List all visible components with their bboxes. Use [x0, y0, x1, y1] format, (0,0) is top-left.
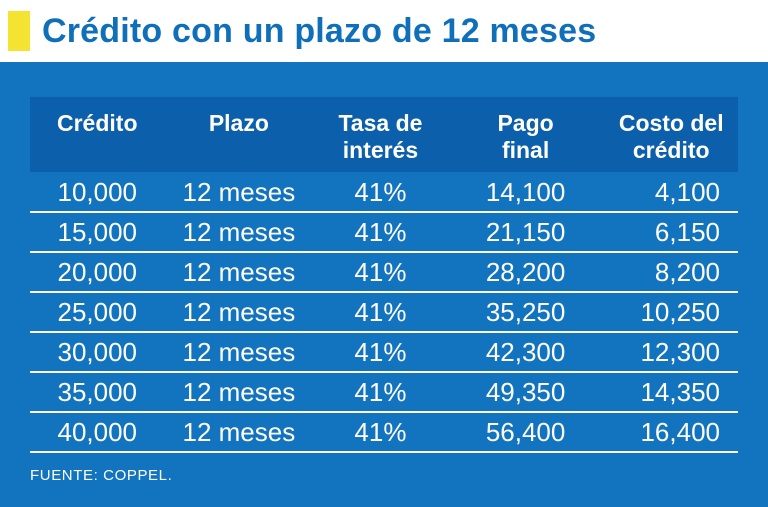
table-cell: 41% [313, 332, 448, 373]
table-cell: 16,400 [603, 412, 738, 453]
table-row: 20,000 12 meses 41% 28,200 8,200 [30, 252, 738, 293]
column-header: Crédito [30, 97, 165, 172]
column-header: Plazo [164, 97, 314, 172]
table-cell: 41% [313, 252, 448, 293]
table-row: 15,000 12 meses 41% 21,150 6,150 [30, 212, 738, 253]
table-cell: 12 meses [164, 172, 314, 213]
title-strip: Crédito con un plazo de 12 meses [0, 0, 768, 62]
table-cell: 41% [313, 412, 448, 453]
page-title: Crédito con un plazo de 12 meses [42, 11, 597, 50]
table-cell: 49,350 [447, 372, 604, 413]
table-cell: 25,000 [30, 292, 165, 333]
table-cell: 12,300 [603, 332, 738, 373]
table-cell: 41% [313, 292, 448, 333]
table-cell: 56,400 [447, 412, 604, 453]
table-cell: 14,350 [603, 372, 738, 413]
table-cell: 15,000 [30, 212, 165, 253]
column-header: Pago final [447, 97, 604, 172]
table-cell: 10,000 [30, 172, 165, 213]
source-credit: FUENTE: COPPEL. [30, 467, 173, 484]
table-cell: 14,100 [447, 172, 604, 213]
table-cell: 30,000 [30, 332, 165, 373]
table-body: 10,000 12 meses 41% 14,100 4,100 15,000 12 mes… [30, 172, 738, 453]
table-row: 30,000 12 meses 41% 42,300 12,300 [30, 332, 738, 373]
table-cell: 6,150 [603, 212, 738, 253]
credit-table: Crédito Plazo Tasa de interés Pago final Cos… [30, 97, 738, 453]
table-cell: 12 meses [164, 252, 314, 293]
title-accent-marker [8, 11, 30, 51]
table-cell: 12 meses [164, 332, 314, 373]
table-cell: 42,300 [447, 332, 604, 373]
table-cell: 35,000 [30, 372, 165, 413]
table-cell: 35,250 [447, 292, 604, 333]
table-cell: 28,200 [447, 252, 604, 293]
table-cell: 8,200 [603, 252, 738, 293]
table-cell: 12 meses [164, 372, 314, 413]
table-cell: 20,000 [30, 252, 165, 293]
table-cell: 10,250 [603, 292, 738, 333]
table-cell: 41% [313, 372, 448, 413]
table-head: Crédito Plazo Tasa de interés Pago final Cos… [30, 97, 738, 172]
table-row: 10,000 12 meses 41% 14,100 4,100 [30, 172, 738, 213]
table-row: 35,000 12 meses 41% 49,350 14,350 [30, 372, 738, 413]
column-header: Costo del crédito [603, 97, 738, 172]
table-row: 25,000 12 meses 41% 35,250 10,250 [30, 292, 738, 333]
table-row: 40,000 12 meses 41% 56,400 16,400 [30, 412, 738, 453]
table-cell: 41% [313, 212, 448, 253]
table-cell: 12 meses [164, 212, 314, 253]
table-cell: 41% [313, 172, 448, 213]
column-header: Tasa de interés [313, 97, 448, 172]
credit-table-container: Crédito Plazo Tasa de interés Pago final Cos… [0, 62, 768, 453]
table-cell: 40,000 [30, 412, 165, 453]
table-header-row: Crédito Plazo Tasa de interés Pago final Cos… [30, 97, 738, 172]
table-cell: 4,100 [603, 172, 738, 213]
table-cell: 12 meses [164, 412, 314, 453]
table-cell: 21,150 [447, 212, 604, 253]
table-cell: 12 meses [164, 292, 314, 333]
